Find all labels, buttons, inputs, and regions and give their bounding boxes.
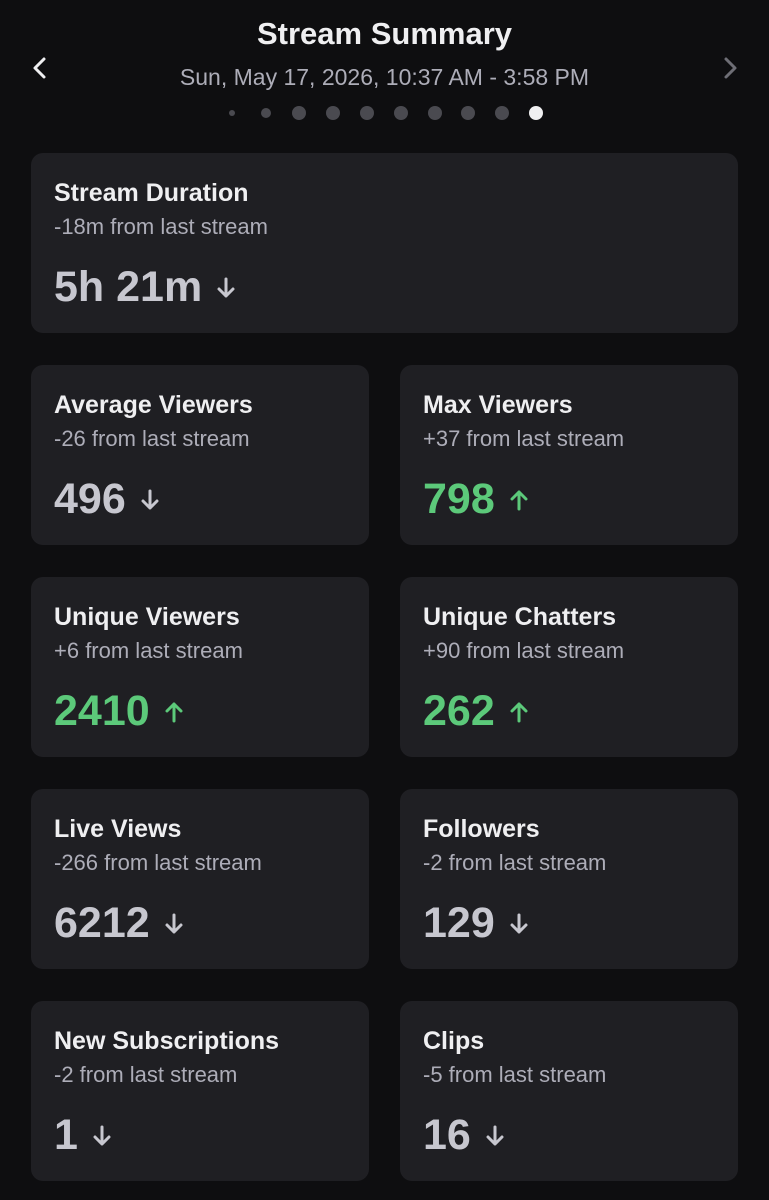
stat-value: 6212 (54, 899, 150, 947)
trend-arrow-down (93, 1125, 111, 1145)
stat-card: Average Viewers -26 from last stream 496 (31, 365, 369, 545)
stat-change: -2 from last stream (423, 850, 607, 875)
stat-value: 16 (423, 1111, 471, 1159)
stat-card: Live Views -266 from last stream 6212 (31, 789, 369, 969)
stat-value-row: 798 (423, 475, 529, 524)
trend-arrow-down (486, 1125, 504, 1145)
stat-value: 1 (54, 1111, 78, 1159)
stat-title: Clips (423, 1027, 485, 1055)
stat-value: 129 (423, 899, 495, 947)
stat-change: +90 from last stream (423, 638, 625, 663)
stat-change: +6 from last stream (54, 638, 243, 663)
stat-value-row: 16 (423, 1111, 505, 1160)
stat-card: Clips -5 from last stream 16 (400, 1001, 738, 1181)
trend-arrow-up (510, 490, 528, 510)
stat-value-row: 2410 (54, 687, 184, 736)
stat-value: 496 (54, 475, 126, 523)
stat-change: -5 from last stream (423, 1062, 607, 1087)
next-button[interactable] (718, 56, 742, 80)
stat-title: Max Viewers (423, 391, 573, 419)
stat-title: Average Viewers (54, 391, 253, 419)
trend-arrow-up (165, 702, 183, 722)
stat-value: 5h 21m (54, 263, 203, 311)
stat-change: +37 from last stream (423, 426, 625, 451)
trend-arrow-down (217, 277, 235, 297)
trend-arrow-down (165, 913, 183, 933)
stat-title: New Subscriptions (54, 1027, 280, 1055)
stat-value: 2410 (54, 687, 150, 735)
stat-title: Stream Duration (54, 179, 249, 207)
prev-button[interactable] (28, 56, 52, 80)
stat-change: -266 from last stream (54, 850, 262, 875)
stat-value: 798 (423, 475, 495, 523)
stat-card: Stream Duration -18m from last stream 5h 2… (31, 153, 738, 333)
stat-card: Unique Viewers +6 from last stream 2410 (31, 577, 369, 757)
stat-value-row: 5h 21m (54, 263, 236, 312)
date-range: Sun, May 17, 2026, 10:37 AM - 3:58 PM (179, 64, 590, 90)
stat-title: Unique Viewers (54, 603, 240, 631)
trend-arrow-down (141, 489, 159, 509)
stat-value-row: 1 (54, 1111, 112, 1160)
stat-title: Followers (423, 815, 540, 843)
stat-card: Unique Chatters +90 from last stream 262 (400, 577, 738, 757)
stat-title: Unique Chatters (423, 603, 617, 631)
stat-card: Max Viewers +37 from last stream 798 (400, 365, 738, 545)
page-indicator (229, 106, 543, 120)
stat-value-row: 129 (423, 899, 529, 948)
stat-value: 262 (423, 687, 495, 735)
stat-change: -26 from last stream (54, 426, 250, 451)
stat-card: New Subscriptions -2 from last stream 1 (31, 1001, 369, 1181)
title: Stream Summary (256, 16, 512, 51)
trend-arrow-up (510, 702, 528, 722)
stat-card: Followers -2 from last stream 129 (400, 789, 738, 969)
stat-value-row: 6212 (54, 899, 184, 948)
stat-value-row: 262 (423, 687, 529, 736)
stat-change: -2 from last stream (54, 1062, 238, 1087)
stat-title: Live Views (54, 815, 182, 843)
stat-change: -18m from last stream (54, 214, 268, 239)
stat-value-row: 496 (54, 475, 160, 524)
trend-arrow-down (510, 913, 528, 933)
